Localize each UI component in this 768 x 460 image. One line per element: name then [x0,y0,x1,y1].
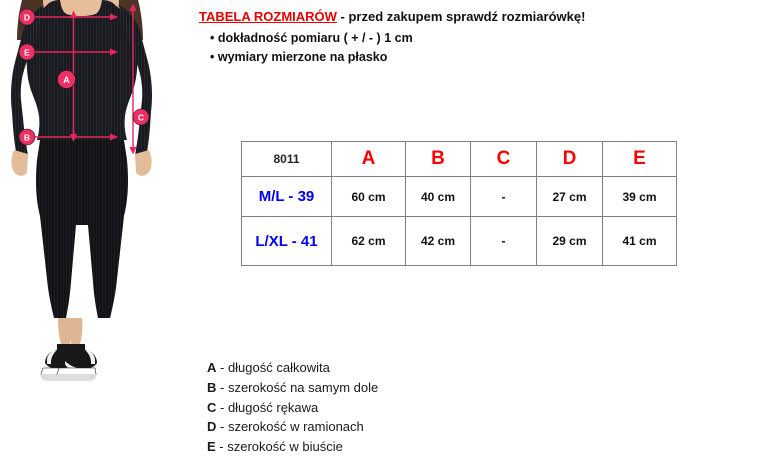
svg-text:D: D [24,12,30,22]
svg-text:E: E [24,47,30,57]
svg-text:A: A [63,75,70,85]
svg-text:C: C [138,112,144,122]
svg-text:B: B [24,132,30,142]
